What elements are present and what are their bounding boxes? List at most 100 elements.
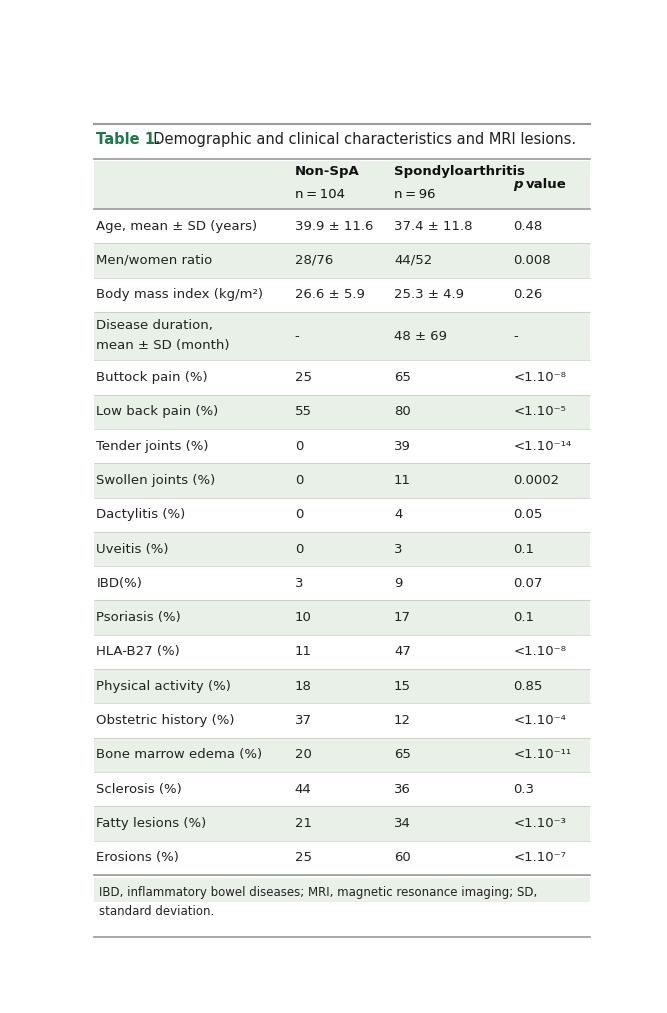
Text: 65: 65 [394, 749, 411, 762]
Text: Swollen joints (%): Swollen joints (%) [96, 474, 215, 487]
Text: 47: 47 [394, 645, 411, 658]
Bar [93, 737, 590, 772]
Text: Tender joints (%): Tender joints (%) [96, 440, 209, 453]
Text: Spondyloarthritis: Spondyloarthritis [394, 165, 525, 178]
Text: HLA-B27 (%): HLA-B27 (%) [96, 645, 180, 658]
Bar [93, 361, 590, 395]
Text: 34: 34 [394, 817, 411, 830]
Bar [93, 278, 590, 312]
Text: 39.9 ± 11.6: 39.9 ± 11.6 [295, 220, 373, 233]
Text: 0.85: 0.85 [513, 680, 542, 693]
Text: 44/52: 44/52 [394, 254, 432, 266]
Text: 37: 37 [295, 714, 311, 727]
Text: -: - [295, 329, 299, 342]
Text: 11: 11 [394, 474, 411, 487]
Text: 80: 80 [394, 405, 411, 418]
Text: <1.10⁻⁵: <1.10⁻⁵ [513, 405, 566, 418]
Text: Body mass index (kg/m²): Body mass index (kg/m²) [96, 289, 263, 301]
Text: 28/76: 28/76 [295, 254, 333, 266]
Text: 25: 25 [295, 371, 311, 384]
Text: Erosions (%): Erosions (%) [96, 851, 179, 864]
Bar [93, 209, 590, 243]
Text: IBD(%): IBD(%) [96, 576, 142, 590]
Bar [93, 312, 590, 361]
Text: 25.3 ± 4.9: 25.3 ± 4.9 [394, 289, 464, 301]
Text: <1.10⁻¹¹: <1.10⁻¹¹ [513, 749, 571, 762]
Text: 0.1: 0.1 [513, 543, 534, 555]
Text: Psoriasis (%): Psoriasis (%) [96, 611, 181, 624]
Text: 10: 10 [295, 611, 311, 624]
Text: 0.26: 0.26 [513, 289, 542, 301]
Text: Age, mean ± SD (years): Age, mean ± SD (years) [96, 220, 257, 233]
Text: mean ± SD (month): mean ± SD (month) [96, 339, 230, 352]
Text: Disease duration,: Disease duration, [96, 319, 213, 331]
Text: 44: 44 [295, 783, 311, 796]
Text: -: - [513, 329, 518, 342]
Text: 12: 12 [394, 714, 411, 727]
Text: Men/women ratio: Men/women ratio [96, 254, 213, 266]
Bar [93, 841, 590, 875]
Bar [93, 161, 590, 209]
Text: 3: 3 [394, 543, 403, 555]
Text: n = 96: n = 96 [394, 188, 436, 202]
Text: p: p [513, 178, 528, 191]
Bar [93, 532, 590, 566]
Text: Uveitis (%): Uveitis (%) [96, 543, 169, 555]
Text: Sclerosis (%): Sclerosis (%) [96, 783, 182, 796]
Bar [93, 601, 590, 635]
Bar [93, 635, 590, 670]
Text: 25: 25 [295, 851, 311, 864]
Text: 9: 9 [394, 576, 402, 590]
Text: 11: 11 [295, 645, 311, 658]
Text: 36: 36 [394, 783, 411, 796]
Text: <1.10⁻⁷: <1.10⁻⁷ [513, 851, 566, 864]
Text: Demographic and clinical characteristics and MRI lesions.: Demographic and clinical characteristics… [144, 132, 576, 147]
Text: 0: 0 [295, 543, 303, 555]
Text: n = 104: n = 104 [295, 188, 345, 202]
Text: Physical activity (%): Physical activity (%) [96, 680, 231, 693]
Text: 20: 20 [295, 749, 311, 762]
Text: 0.0002: 0.0002 [513, 474, 559, 487]
Bar [93, 703, 590, 737]
Text: 0.48: 0.48 [513, 220, 542, 233]
Bar [93, 243, 590, 278]
Text: 15: 15 [394, 680, 411, 693]
Text: Table 1.: Table 1. [96, 132, 161, 147]
Text: 3: 3 [295, 576, 303, 590]
Text: Low back pain (%): Low back pain (%) [96, 405, 219, 418]
Bar [93, 428, 590, 463]
Text: 17: 17 [394, 611, 411, 624]
Text: <1.10⁻⁸: <1.10⁻⁸ [513, 371, 566, 384]
Text: 0.1: 0.1 [513, 611, 534, 624]
Text: value: value [526, 178, 567, 191]
Bar [93, 395, 590, 428]
Text: Dactylitis (%): Dactylitis (%) [96, 509, 185, 521]
Text: 18: 18 [295, 680, 311, 693]
Text: Buttock pain (%): Buttock pain (%) [96, 371, 208, 384]
Text: 60: 60 [394, 851, 411, 864]
Text: Bone marrow edema (%): Bone marrow edema (%) [96, 749, 262, 762]
Text: <1.10⁻¹⁴: <1.10⁻¹⁴ [513, 440, 571, 453]
Bar [93, 806, 590, 841]
Text: 4: 4 [394, 509, 402, 521]
Bar [93, 566, 590, 601]
Bar [93, 497, 590, 532]
Text: 0.07: 0.07 [513, 576, 542, 590]
Text: 26.6 ± 5.9: 26.6 ± 5.9 [295, 289, 365, 301]
Bar [93, 124, 590, 156]
Bar [93, 878, 590, 937]
Text: 0.008: 0.008 [513, 254, 551, 266]
Text: 0.3: 0.3 [513, 783, 534, 796]
Text: 0: 0 [295, 474, 303, 487]
Text: 21: 21 [295, 817, 311, 830]
Text: 65: 65 [394, 371, 411, 384]
Text: 55: 55 [295, 405, 311, 418]
Bar [93, 772, 590, 806]
Text: 0: 0 [295, 440, 303, 453]
Text: IBD, inflammatory bowel diseases; MRI, magnetic resonance imaging; SD,
standard : IBD, inflammatory bowel diseases; MRI, m… [99, 886, 537, 918]
Text: 48 ± 69: 48 ± 69 [394, 329, 447, 342]
Text: <1.10⁻⁴: <1.10⁻⁴ [513, 714, 566, 727]
Text: <1.10⁻⁸: <1.10⁻⁸ [513, 645, 566, 658]
Text: Fatty lesions (%): Fatty lesions (%) [96, 817, 207, 830]
Text: Non-SpA: Non-SpA [295, 165, 360, 178]
